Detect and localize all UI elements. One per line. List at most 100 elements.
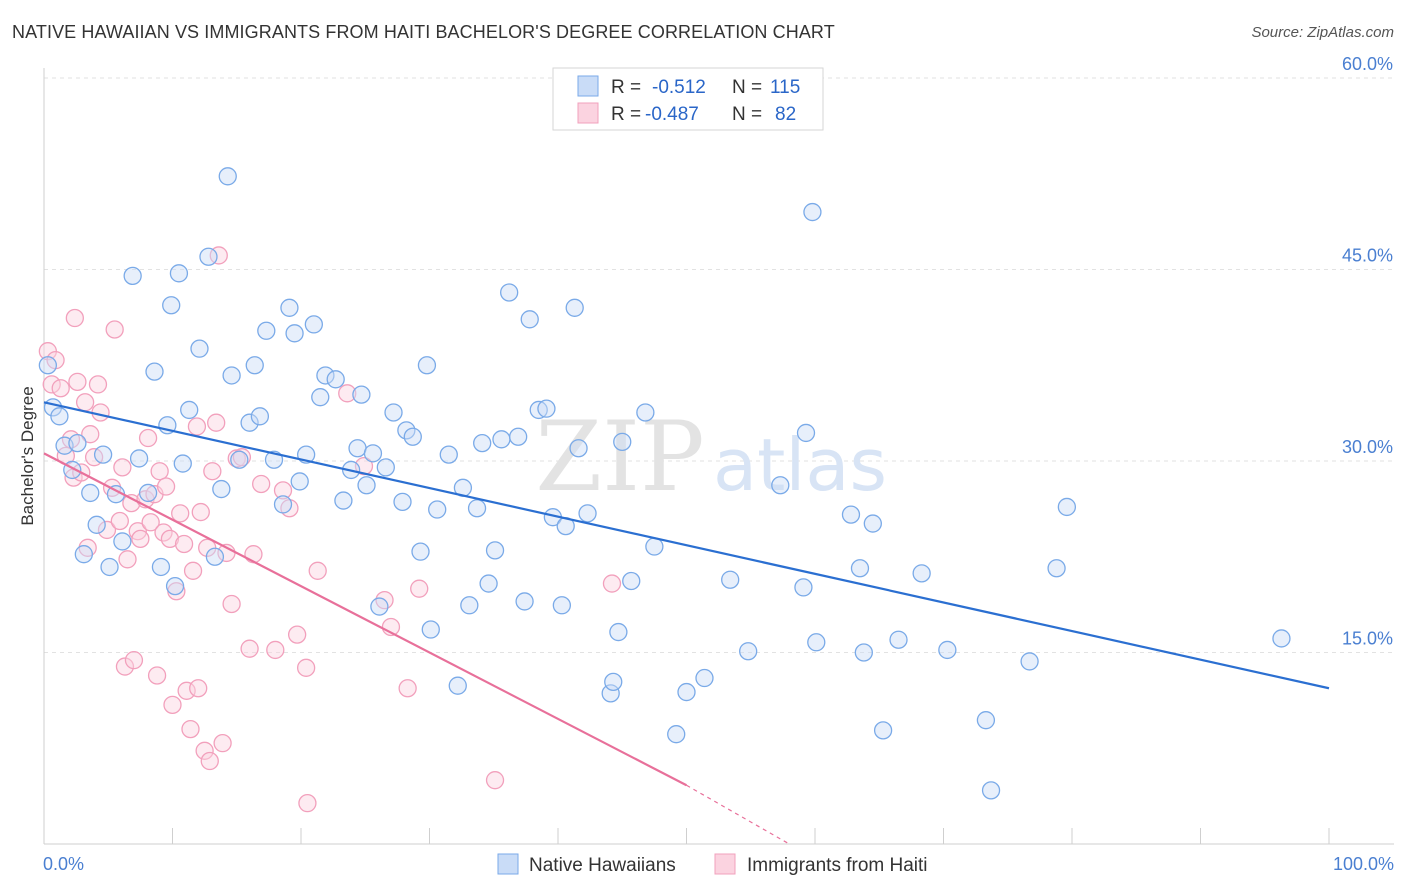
native-hawaiian-point — [529, 400, 548, 420]
native-hawaiian-point — [348, 439, 367, 458]
haiti-point — [266, 640, 285, 660]
watermark-atlas: atlas — [713, 423, 887, 507]
native-hawaiian-point — [304, 315, 324, 334]
native-hawaiian-point — [428, 500, 447, 519]
native-hawaiian-point — [81, 483, 100, 503]
haiti-point — [138, 428, 158, 448]
haiti-point — [207, 413, 226, 432]
native-hawaiian-point — [537, 399, 556, 418]
native-hawaiian-point — [976, 711, 996, 730]
native-hawaiian-point — [473, 433, 492, 453]
native-hawaiian-point — [273, 495, 293, 514]
native-hawaiian-point — [500, 283, 519, 302]
haiti-point — [222, 594, 241, 614]
trend-lines — [43, 401, 1330, 845]
native-hawaiian-point — [38, 356, 58, 375]
native-hawaiian-point — [601, 684, 620, 703]
native-hawaiian-point — [565, 298, 584, 317]
haiti-point — [177, 681, 196, 700]
haiti-point — [171, 504, 190, 523]
native-hawaiian-point — [873, 721, 893, 740]
native-hawaiian-point — [417, 356, 437, 375]
native-hawaiian-point — [509, 427, 528, 446]
haiti-point — [308, 561, 327, 580]
y-tick-label: 45.0% — [1342, 246, 1393, 266]
haiti-point — [150, 462, 169, 481]
native-hawaiian-point — [68, 433, 87, 453]
haiti-point — [189, 679, 208, 698]
haiti-point — [183, 561, 203, 580]
series-legend-swatch-blue — [497, 853, 519, 875]
native-hawaiian-point — [411, 542, 430, 561]
chart-title: NATIVE HAWAIIAN VS IMMIGRANTS FROM HAITI… — [12, 22, 835, 42]
native-hawaiian-point — [205, 547, 225, 566]
haiti-points — [38, 246, 622, 813]
haiti-point — [338, 384, 357, 403]
native-hawaiian-point — [93, 445, 113, 464]
native-hawaiian-point — [311, 388, 330, 407]
native-hawaiian-point — [138, 483, 158, 503]
native-hawaiian-point — [50, 407, 69, 426]
haiti-point — [200, 751, 219, 771]
native-hawaiian-point — [173, 454, 192, 473]
native-hawaiian-point — [113, 532, 132, 551]
haiti-point — [88, 375, 108, 394]
haiti-point — [118, 550, 137, 569]
native-hawaiian-point — [250, 407, 270, 426]
native-hawaiian-point — [645, 537, 664, 556]
native-hawaiian-point — [257, 321, 276, 340]
legend-r-value-1: -0.512 — [652, 77, 706, 98]
haiti-point — [105, 320, 124, 339]
native-hawaiian-point — [162, 296, 181, 315]
native-hawaiian-point — [794, 578, 813, 597]
native-hawaiian-point — [316, 366, 335, 385]
haiti-point — [163, 695, 182, 714]
native-hawaiian-point — [854, 643, 873, 662]
native-hawaiian-point — [222, 366, 241, 385]
native-hawaiian-point — [1272, 629, 1291, 648]
native-hawaiian-point — [74, 545, 93, 564]
native-hawaiian-point — [212, 479, 231, 499]
native-hawaiian-point — [285, 324, 304, 343]
native-hawaiian-point — [677, 682, 696, 702]
haiti-point — [191, 502, 210, 522]
y-tick-label: 60.0% — [1342, 54, 1393, 74]
haiti-trend-line — [43, 452, 688, 787]
source-label: Source: ZipAtlas.com — [1251, 24, 1394, 41]
native-hawaiian-point — [803, 202, 822, 222]
native-hawaiian-point — [863, 514, 882, 533]
native-hawaiian-point — [771, 476, 790, 495]
native-hawaiian-point — [981, 781, 1001, 800]
native-hawaiian-point — [190, 339, 209, 358]
native-hawaiian-point — [695, 668, 714, 688]
native-hawaiian-point — [604, 672, 623, 692]
stats-legend: R = -0.512 N = 115 R = -0.487 N = 82 — [552, 67, 824, 131]
native-hawaiian-point — [552, 596, 572, 615]
haiti-point — [232, 448, 252, 467]
legend-swatch-pink — [577, 102, 599, 124]
haiti-point — [65, 308, 84, 328]
haiti-trend-line-extension — [686, 784, 790, 845]
native-hawaiian-point — [129, 449, 149, 468]
native-hawaiian-point — [841, 505, 861, 524]
native-hawaiian-point — [492, 430, 511, 449]
haiti-point — [113, 458, 132, 477]
native-hawaiian-point — [334, 491, 353, 510]
native-hawaiian-point — [613, 432, 632, 452]
watermark-zip: ZIP — [535, 401, 704, 513]
haiti-point — [42, 375, 61, 394]
native-hawaiian-point — [479, 574, 498, 593]
native-hawaiian-point — [485, 541, 505, 560]
haiti-point — [298, 793, 317, 813]
y-tick-label: 30.0% — [1342, 437, 1393, 457]
native-hawaiian-point — [151, 557, 171, 577]
native-hawaiian-point — [245, 356, 264, 375]
native-hawaiian-point — [123, 266, 142, 286]
haiti-point — [124, 651, 144, 670]
native-hawaiian-point — [280, 298, 299, 317]
native-hawaiian-point — [384, 403, 403, 422]
native-hawaiian-point — [199, 247, 218, 266]
native-hawaiian-point — [667, 725, 686, 744]
haiti-point — [68, 372, 87, 391]
haiti-point — [181, 719, 200, 739]
